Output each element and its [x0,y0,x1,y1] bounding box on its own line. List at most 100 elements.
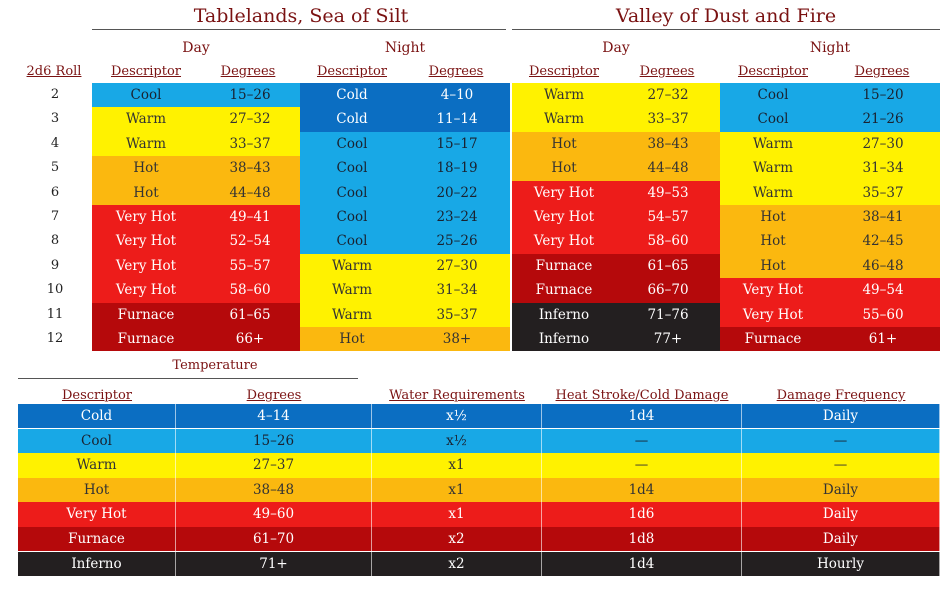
sea-day-degrees-cell: 33–37 [200,131,300,157]
legend-descriptor-cell: Cold [18,404,176,429]
valley-day-descriptor-header: Descriptor [528,64,600,79]
sea-night-degrees-cell: 38+ [404,327,510,352]
valley-title-rule [512,29,940,30]
sea-night-degrees-cell: 35–37 [404,302,510,327]
valley-day-descriptor-cell: Inferno [512,327,616,352]
temperature-label: Temperature [172,358,258,373]
sea-day-degrees-cell: 58–60 [200,278,300,303]
sea-night-degrees-cell: 25–26 [404,229,510,254]
legend-header-water: Water Requirements [389,388,525,403]
legend-heatstroke-cell: 1d4 [542,477,742,503]
sea-night-descriptor-cell: Warm [300,278,404,303]
valley-day-descriptor-cell: Very Hot [512,205,616,230]
legend-header-degrees: Degrees [246,388,302,403]
legend-descriptor-cell: Cool [18,428,176,453]
valley-night-degrees-cell: 35–37 [826,180,940,205]
legend-header-frequency: Damage Frequency [776,388,906,403]
sea-day-degrees-cell: 66+ [200,327,300,352]
sea-day-degrees-cell: 27–32 [200,107,300,132]
valley-day-descriptor-cell: Warm [512,107,616,132]
roll-number: 3 [50,111,60,127]
legend-water-cell: x½ [372,428,542,453]
sea-day-degrees-cell: 44–48 [200,180,300,205]
sea-day-descriptor-cell: Warm [92,107,200,132]
legend-frequency-cell: Daily [742,502,940,527]
legend-heatstroke-cell: 1d6 [542,502,742,527]
valley-night-degrees-cell: 49–54 [826,278,940,303]
valley-day-degrees-cell: 77+ [616,327,720,352]
legend-frequency-cell: Daily [742,477,940,503]
roll-number: 7 [50,209,60,224]
valley-day-degrees-cell: 61–65 [616,253,720,279]
legend-water-cell: x1 [372,502,542,527]
valley-night-degrees-cell: 61+ [826,327,940,352]
valley-night-degrees-cell: 21–26 [826,107,940,132]
sea-night-descriptor-cell: Cold [300,83,404,108]
sea-night-label: Night [384,40,426,56]
legend-descriptor-cell: Warm [18,453,176,478]
sea-day-descriptor-cell: Furnace [92,327,200,352]
sea-day-descriptor-cell: Very Hot [92,229,200,254]
valley-night-descriptor-cell: Very Hot [720,302,826,327]
valley-night-degrees-cell: 27–30 [826,131,940,157]
legend-heatstroke-cell: 1d4 [542,551,742,576]
valley-night-descriptor-cell: Warm [720,131,826,157]
roll-number: 10 [46,282,64,298]
valley-day-degrees-cell: 58–60 [616,229,720,254]
legend-water-cell: x2 [372,527,542,552]
sea-day-descriptor-cell: Cool [92,83,200,108]
temperature-rule [18,378,358,379]
valley-night-descriptor-cell: Very Hot [720,278,826,303]
sea-night-descriptor-cell: Cool [300,156,404,181]
valley-night-descriptor-cell: Warm [720,180,826,205]
legend-descriptor-cell: Very Hot [18,502,176,527]
valley-night-degrees-cell: 55–60 [826,302,940,327]
valley-day-descriptor-cell: Warm [512,83,616,108]
legend-descriptor-cell: Furnace [18,527,176,552]
valley-day-descriptor-cell: Very Hot [512,180,616,205]
roll-number: 2 [50,87,60,102]
sea-day-descriptor-cell: Hot [92,156,200,181]
legend-degrees-cell: 4–14 [176,404,372,429]
legend-heatstroke-cell: 1d4 [542,404,742,429]
legend-frequency-cell: — [742,453,940,478]
sea-night-descriptor-cell: Warm [300,302,404,327]
valley-night-degrees-cell: 42–45 [826,229,940,254]
legend-degrees-cell: 61–70 [176,527,372,552]
valley-night-descriptor-cell: Warm [720,156,826,181]
sea-night-degrees-cell: 18–19 [404,156,510,181]
legend-heatstroke-cell: 1d8 [542,527,742,552]
valley-night-descriptor-cell: Hot [720,205,826,230]
legend-descriptor-cell: Hot [18,477,176,503]
valley-day-descriptor-cell: Hot [512,156,616,181]
valley-night-degrees-cell: 15–20 [826,83,940,108]
sea-day-label: Day [182,40,210,56]
legend-row: Inferno 71+ x2 1d4 Hourly [18,551,940,576]
valley-day-descriptor-cell: Hot [512,131,616,157]
legend-degrees-cell: 49–60 [176,502,372,527]
sea-night-degrees-cell: 11–14 [404,107,510,132]
legend-row: Cold 4–14 x½ 1d4 Daily [18,404,940,429]
legend-header-heatstroke: Heat Stroke/Cold Damage [555,388,729,403]
sea-day-descriptor-cell: Very Hot [92,253,200,279]
legend-degrees-cell: 38–48 [176,477,372,503]
legend-degrees-cell: 15–26 [176,428,372,453]
sea-night-descriptor-cell: Hot [300,327,404,352]
valley-night-descriptor-cell: Cool [720,83,826,108]
sea-night-degrees-cell: 27–30 [404,253,510,279]
legend-descriptor-cell: Inferno [18,551,176,576]
legend-row: Furnace 61–70 x2 1d8 Daily [18,527,940,552]
sea-day-descriptor-header: Descriptor [110,64,182,79]
legend-water-cell: x½ [372,404,542,429]
sea-night-descriptor-header: Descriptor [316,64,388,79]
sea-day-degrees-cell: 61–65 [200,302,300,327]
sea-night-descriptor-cell: Cool [300,131,404,157]
sea-day-descriptor-cell: Very Hot [92,278,200,303]
valley-day-degrees-cell: 71–76 [616,302,720,327]
sea-day-descriptor-cell: Hot [92,180,200,205]
legend-frequency-cell: Daily [742,527,940,552]
legend-water-cell: x2 [372,551,542,576]
legend-row: Cool 15–26 x½ — — [18,428,940,453]
valley-day-descriptor-cell: Furnace [512,253,616,279]
legend-water-cell: x1 [372,453,542,478]
